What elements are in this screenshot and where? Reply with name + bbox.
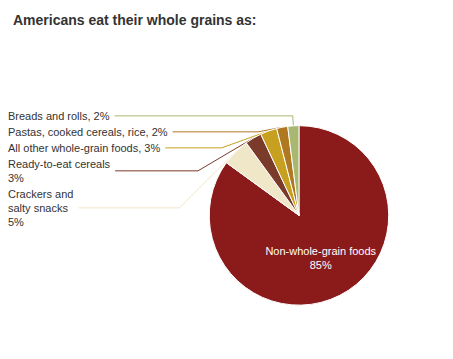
svg-text:85%: 85% [310,259,332,271]
svg-text:All other whole-grain foods, 3: All other whole-grain foods, 3% [8,142,160,154]
svg-text:Americans eat their whole grai: Americans eat their whole grains as: [13,12,257,28]
svg-text:5%: 5% [8,216,24,228]
svg-text:Pastas, cooked cereals, rice,: Pastas, cooked cereals, rice, 2% [8,126,168,138]
svg-text:Non-whole-grain foods: Non-whole-grain foods [265,245,376,257]
svg-text:Crackers and: Crackers and [8,188,73,200]
svg-text:Ready-to-eat cereals: Ready-to-eat cereals [8,158,111,170]
svg-text:Breads and rolls, 2%: Breads and rolls, 2% [8,110,110,122]
svg-text:3%: 3% [8,172,24,184]
svg-text:salty snacks: salty snacks [8,202,68,214]
